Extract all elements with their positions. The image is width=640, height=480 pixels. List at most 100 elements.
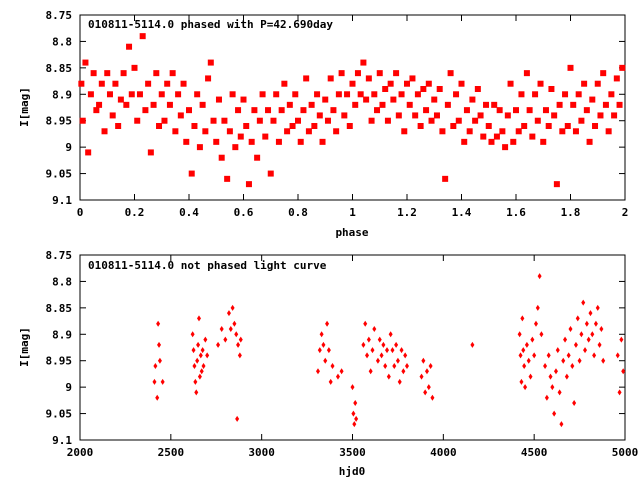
- light-curve-data-point: [392, 363, 397, 369]
- phased-data-point: [207, 59, 214, 66]
- phased-data-point: [553, 181, 560, 188]
- light-curve-data-point: [370, 347, 375, 354]
- light-curve-data-point: [428, 363, 433, 369]
- light-curve-y-tick-label: 8.85: [46, 302, 73, 315]
- phased-data-point: [559, 128, 566, 135]
- phased-data-point: [570, 101, 577, 108]
- phased-data-point: [324, 117, 331, 124]
- light-curve-data-point: [219, 326, 224, 332]
- phased-data-point: [420, 86, 427, 92]
- phased-data-point: [123, 101, 130, 108]
- light-curve-data-point: [199, 368, 204, 375]
- light-curve-data-point: [524, 341, 529, 348]
- phased-data-point: [265, 107, 272, 114]
- phased-data-point: [602, 101, 609, 108]
- phased-data-point: [581, 80, 588, 87]
- light-curve-data-point: [203, 336, 208, 343]
- light-curve-data-point: [621, 368, 626, 375]
- phased-data-point: [319, 138, 326, 145]
- phased-data-point: [510, 138, 517, 145]
- light-curve-data-point: [160, 378, 165, 385]
- phased-data-point: [384, 117, 391, 124]
- phased-data-point: [87, 91, 94, 98]
- phased-data-point: [115, 123, 122, 129]
- phased-data-point: [188, 170, 195, 177]
- light-curve-x-tick-label: 2500: [158, 446, 185, 459]
- phased-data-point: [433, 112, 440, 119]
- phased-data-point: [245, 181, 252, 188]
- light-curve-y-tick-label: 9.05: [46, 408, 73, 421]
- phased-data-point: [537, 80, 544, 87]
- phased-data-point: [496, 107, 503, 114]
- phased-data-point: [458, 80, 465, 87]
- phased-data-point: [186, 107, 192, 114]
- phased-data-point: [243, 123, 250, 129]
- phased-data-point: [153, 70, 160, 77]
- light-curve-x-tick-label: 4000: [430, 446, 457, 459]
- light-curve-data-point: [152, 378, 157, 385]
- phased-data-point: [156, 123, 163, 129]
- light-curve-data-point: [517, 331, 522, 338]
- light-curve-data-point: [401, 368, 406, 375]
- light-curve-data-point: [552, 410, 557, 417]
- phased-y-axis-label: I[mag]: [18, 87, 31, 127]
- phased-data-point: [368, 117, 375, 124]
- light-curve-data-point: [375, 357, 380, 364]
- light-curve-data-point: [581, 299, 586, 306]
- phased-data-point: [529, 133, 536, 140]
- light-curve-data-point: [350, 384, 355, 391]
- phased-data-point: [224, 175, 231, 182]
- phased-data-point: [605, 128, 612, 135]
- phased-x-tick-label: 0.8: [288, 206, 308, 219]
- phased-data-point: [469, 96, 476, 103]
- light-curve-data-point: [590, 331, 595, 338]
- light-curve-data-point: [559, 421, 564, 428]
- phased-y-tick-label: 8.95: [46, 115, 73, 128]
- phased-data-point: [450, 123, 457, 129]
- phased-data-point: [526, 107, 533, 114]
- phased-data-point: [199, 101, 206, 108]
- light-curve-data-point: [325, 320, 330, 327]
- phased-data-point: [363, 96, 370, 103]
- phased-data-point: [504, 112, 511, 119]
- phased-data-point: [175, 91, 182, 98]
- phased-data-point: [308, 101, 315, 108]
- phased-data-point: [534, 117, 541, 124]
- phased-data-point: [349, 80, 356, 87]
- light-curve-data-point: [533, 320, 538, 327]
- light-curve-data-point: [361, 341, 366, 348]
- phased-x-tick-label: 2: [622, 206, 629, 219]
- phased-data-point: [194, 91, 201, 98]
- light-curve-data-point: [421, 357, 426, 364]
- phased-data-point: [322, 96, 329, 103]
- phased-data-point: [98, 80, 105, 87]
- light-curve-data-point: [195, 357, 200, 364]
- light-curve-data-point: [386, 373, 391, 380]
- phased-y-tick-label: 8.8: [52, 35, 72, 48]
- phased-data-point: [338, 70, 345, 77]
- light-curve-data-point: [615, 352, 620, 359]
- phased-data-point: [521, 123, 528, 129]
- phased-data-point: [453, 91, 460, 98]
- phased-data-point: [128, 91, 135, 98]
- light-curve-data-point: [519, 378, 524, 385]
- light-curve-y-tick-label: 8.75: [46, 249, 73, 262]
- light-curve-y-tick-label: 8.9: [52, 328, 72, 341]
- light-curve-data-point: [363, 320, 368, 327]
- light-curve-x-tick-label: 2000: [67, 446, 94, 459]
- phased-data-point: [284, 128, 291, 135]
- light-curve-data-point: [200, 347, 205, 354]
- phased-data-point: [158, 91, 165, 98]
- light-curve-data-point: [550, 384, 555, 391]
- light-curve-data-point: [190, 331, 195, 338]
- light-curve-data-point: [584, 320, 589, 327]
- phased-x-tick-label: 0.4: [179, 206, 199, 219]
- phased-data-point: [341, 112, 348, 119]
- phased-data-point: [166, 101, 173, 108]
- phased-data-point: [567, 64, 574, 71]
- light-curve-data-point: [234, 331, 239, 338]
- light-curve-data-point: [328, 378, 333, 385]
- phased-data-point: [523, 70, 530, 77]
- phased-data-point: [289, 123, 296, 129]
- phased-data-point: [463, 107, 470, 114]
